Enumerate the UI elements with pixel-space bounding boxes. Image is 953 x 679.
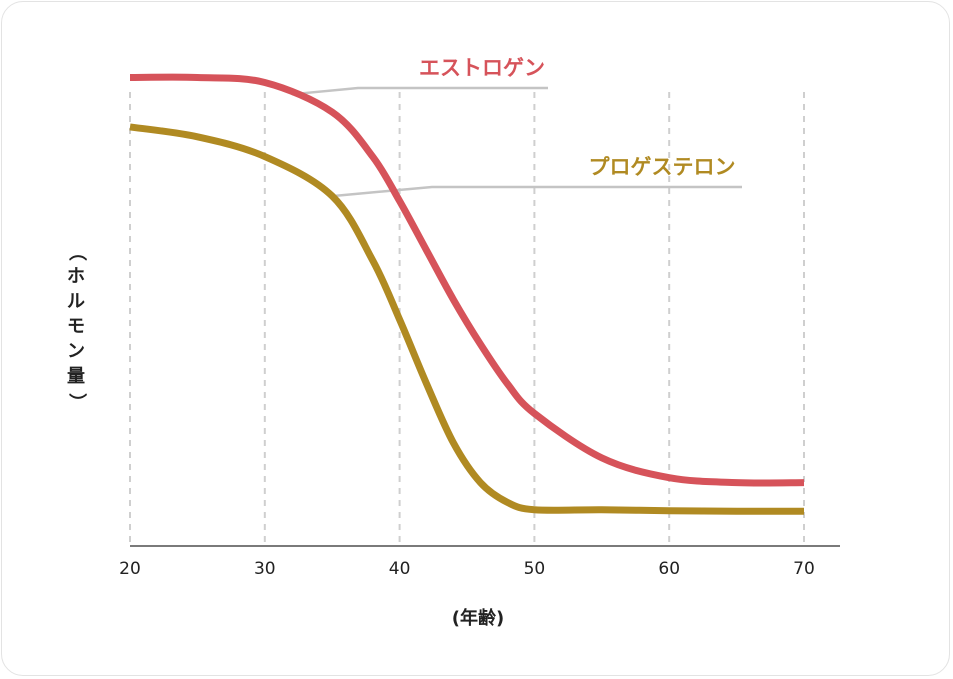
leader-line-0 xyxy=(291,86,548,96)
y-label-char-2: ル xyxy=(67,291,85,312)
series-label-0: エストロゲン xyxy=(419,56,545,80)
y-label-char-5: 量 xyxy=(67,365,85,387)
series-line-1 xyxy=(129,123,805,515)
x-axis-label: (年齢) xyxy=(452,607,504,629)
y-label-char-4: ン xyxy=(67,341,85,362)
leader-lines xyxy=(291,86,742,198)
grid-lines xyxy=(129,92,805,546)
x-tick-70: 70 xyxy=(793,559,815,579)
series-label-1: プロゲステロン xyxy=(589,155,736,179)
y-label-char-0: （ xyxy=(66,243,87,261)
x-tick-40: 40 xyxy=(389,559,411,579)
leader-line-1 xyxy=(332,185,742,198)
series-line-0 xyxy=(129,73,805,487)
x-tick-20: 20 xyxy=(119,559,141,579)
series-lines xyxy=(129,73,805,515)
y-label-char-3: モ xyxy=(67,316,85,337)
y-label-char-6: ） xyxy=(66,393,87,411)
x-tick-60: 60 xyxy=(658,559,680,579)
x-tick-labels: 20 30 40 50 60 70 xyxy=(119,559,815,579)
y-label-char-1: ホ xyxy=(67,266,85,287)
x-tick-30: 30 xyxy=(254,559,276,579)
x-tick-50: 50 xyxy=(524,559,546,579)
